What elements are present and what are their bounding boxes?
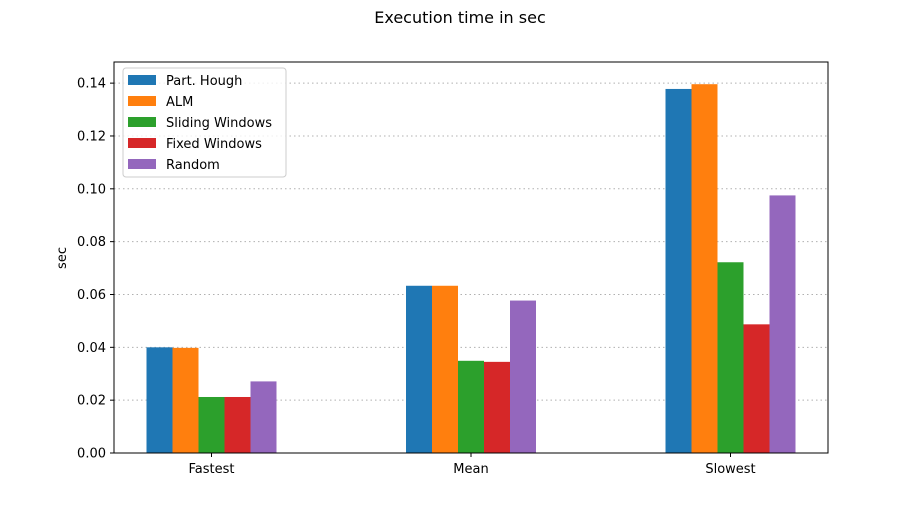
y-tick-label: 0.00 (77, 447, 106, 462)
bars (146, 84, 796, 454)
y-axis: 0.00 0.02 0.04 0.06 0.08 0.10 0.12 0.14 (77, 77, 114, 462)
bar-fixed-windows-slowest (743, 324, 770, 453)
legend-swatch (128, 96, 156, 106)
bar-part-hough-fastest (146, 347, 173, 453)
y-tick-label: 0.06 (77, 288, 106, 303)
y-tick-label: 0.02 (77, 394, 106, 409)
legend-swatch (128, 117, 156, 127)
y-tick-label: 0.10 (77, 182, 106, 197)
legend-label: Fixed Windows (166, 137, 262, 152)
bar-random-fastest (250, 381, 277, 453)
bar-sliding-windows-mean (458, 360, 484, 453)
x-tick-label: Slowest (705, 462, 755, 477)
y-axis-label: sec (55, 247, 70, 269)
legend-label: Random (166, 158, 220, 173)
y-tick-label: 0.14 (77, 77, 106, 92)
legend: Part. Hough ALM Sliding Windows Fixed Windo… (122, 67, 287, 178)
x-axis: Fastest Mean Slowest (189, 453, 756, 477)
legend-swatch (128, 159, 156, 169)
bar-part-hough-slowest (665, 88, 692, 453)
bar-fixed-windows-mean (484, 361, 510, 453)
bar-fixed-windows-fastest (224, 396, 251, 453)
y-tick-label: 0.08 (77, 235, 106, 250)
bar-sliding-windows-fastest (198, 396, 225, 453)
x-tick-label: Fastest (189, 462, 235, 477)
bar-alm-fastest (172, 347, 199, 453)
bar-sliding-windows-slowest (717, 262, 744, 453)
legend-label: ALM (166, 95, 193, 110)
bar-random-slowest (769, 195, 796, 454)
bar-part-hough-mean (406, 285, 432, 453)
bar-alm-slowest (691, 84, 718, 453)
chart-title: Execution time in sec (374, 8, 545, 27)
legend-swatch (128, 138, 156, 148)
legend-swatch (128, 75, 156, 85)
y-tick-label: 0.04 (77, 341, 106, 356)
x-tick-label: Mean (453, 462, 488, 477)
y-tick-label: 0.12 (77, 129, 106, 144)
legend-label: Sliding Windows (166, 116, 272, 131)
bar-alm-mean (432, 285, 458, 453)
bar-random-mean (510, 300, 536, 453)
legend-box (122, 67, 287, 178)
legend-label: Part. Hough (166, 74, 242, 89)
